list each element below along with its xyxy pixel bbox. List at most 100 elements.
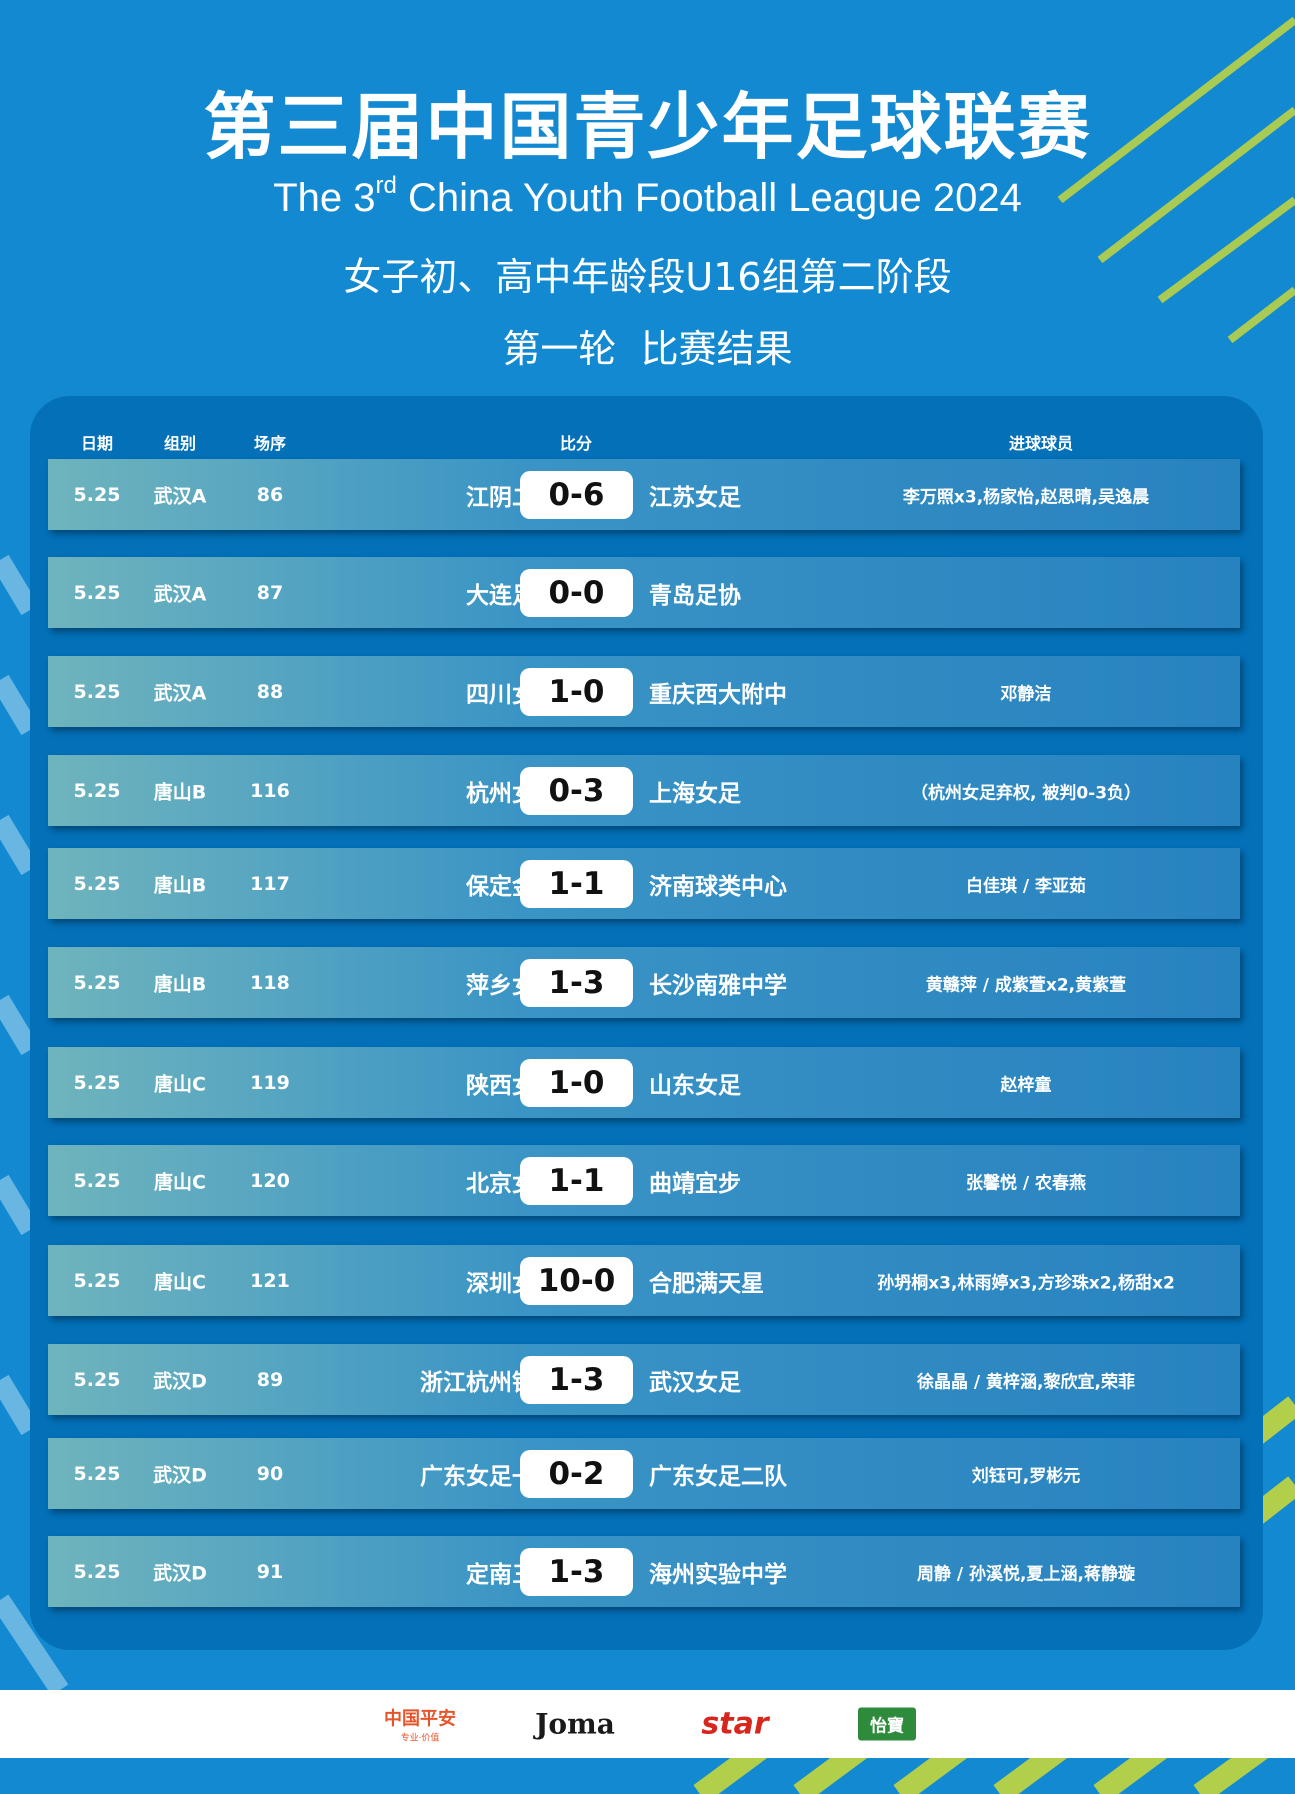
match-group: 武汉D xyxy=(153,1464,207,1486)
sponsor-joma-logo: Joma xyxy=(535,1707,615,1741)
title-en-sup: rd xyxy=(375,172,397,199)
scorers: 张馨悦 / 农春燕 xyxy=(965,1173,1087,1193)
scorers: 徐晶晶 / 黄梓涵,黎欣宜,荣菲 xyxy=(917,1372,1135,1392)
match-row: 5.25 武汉D 89 浙江杭州银行 1-3 武汉女足 徐晶晶 / 黄梓涵,黎欣… xyxy=(48,1344,1240,1415)
match-group: 唐山B xyxy=(153,781,207,803)
score-box: 10-0 xyxy=(520,1256,633,1305)
scorers: 刘钰可,罗彬元 xyxy=(971,1466,1081,1486)
sponsor-yibao-logo: 怡寶 xyxy=(858,1707,916,1741)
match-row: 5.25 唐山B 118 萍乡女足 1-3 长沙南雅中学 黄赣萍 / 成紫萱x2… xyxy=(48,947,1240,1018)
score-box: 1-0 xyxy=(520,667,633,716)
round-title: 第一轮 比赛结果 xyxy=(502,327,793,371)
away-team: 广东女足二队 xyxy=(649,1463,787,1490)
score-box: 1-3 xyxy=(520,1355,633,1404)
match-row: 5.25 唐山B 117 保定金瑞 1-1 济南球类中心 白佳琪 / 李亚茹 xyxy=(48,848,1240,919)
match-no: 118 xyxy=(250,971,290,994)
match-group: 唐山C xyxy=(154,1171,206,1193)
away-team: 济南球类中心 xyxy=(649,873,787,900)
match-group: 武汉A xyxy=(153,583,207,605)
match-date: 5.25 xyxy=(73,1368,121,1391)
match-row: 5.25 唐山B 116 杭州女足 0-3 上海女足 （杭州女足弃权, 被判0-… xyxy=(48,755,1240,826)
match-no: 119 xyxy=(250,1071,290,1094)
header-group: 组别 xyxy=(163,434,197,453)
title-en-post: China Youth Football League 2024 xyxy=(396,176,1022,220)
scorers: 周静 / 孙溪悦,夏上涵,蒋静璇 xyxy=(917,1564,1135,1584)
match-date: 5.25 xyxy=(73,779,121,802)
match-no: 89 xyxy=(256,1368,284,1391)
sponsor-bar: 中国平安 专业·价值 Joma star 怡寶 xyxy=(0,1690,1295,1758)
match-no: 88 xyxy=(256,680,284,703)
away-team: 海州实验中学 xyxy=(649,1561,787,1588)
score-box: 0-2 xyxy=(520,1449,633,1498)
away-team: 山东女足 xyxy=(649,1072,741,1099)
scorers: 李万照x3,杨家怡,赵思晴,吴逸晨 xyxy=(902,487,1150,507)
match-no: 90 xyxy=(256,1462,284,1485)
match-row: 5.25 武汉A 87 大连足校 0-0 青岛足协 xyxy=(48,557,1240,628)
title-en: The 3rd China Youth Football League 2024 xyxy=(0,172,1295,221)
match-row: 5.25 唐山C 121 深圳女足 10-0 合肥满天星 孙坍桐x3,林雨婷x3… xyxy=(48,1245,1240,1316)
match-group: 唐山C xyxy=(154,1073,206,1095)
header-match-no: 场序 xyxy=(253,434,287,453)
score-box: 1-3 xyxy=(520,958,633,1007)
away-team: 江苏女足 xyxy=(649,484,741,511)
score-box: 0-6 xyxy=(520,470,633,519)
match-group: 武汉A xyxy=(153,485,207,507)
match-date: 5.25 xyxy=(73,872,121,895)
scorers: 孙坍桐x3,林雨婷x3,方珍珠x2,杨甜x2 xyxy=(877,1273,1175,1293)
sponsor-star-logo: star xyxy=(701,1706,769,1742)
title-en-pre: The 3 xyxy=(273,176,376,220)
match-date: 5.25 xyxy=(73,1462,121,1485)
score-box: 1-1 xyxy=(520,1156,633,1205)
match-date: 5.25 xyxy=(73,680,121,703)
away-team: 青岛足协 xyxy=(649,582,741,609)
match-no: 117 xyxy=(250,872,290,895)
match-date: 5.25 xyxy=(73,1560,121,1583)
match-no: 86 xyxy=(256,483,284,506)
match-group: 武汉A xyxy=(153,682,207,704)
match-group: 武汉D xyxy=(153,1562,207,1584)
match-date: 5.25 xyxy=(73,1169,121,1192)
match-group: 武汉D xyxy=(153,1370,207,1392)
match-no: 121 xyxy=(250,1269,290,1292)
away-team: 重庆西大附中 xyxy=(649,681,787,708)
match-row: 5.25 武汉D 90 广东女足一队 0-2 广东女足二队 刘钰可,罗彬元 xyxy=(48,1438,1240,1509)
match-date: 5.25 xyxy=(73,971,121,994)
score-box: 1-3 xyxy=(520,1547,633,1596)
match-no: 91 xyxy=(256,1560,284,1583)
header-scorers: 进球球员 xyxy=(1008,434,1074,453)
match-row: 5.25 唐山C 120 北京女足 1-1 曲靖宜步 张馨悦 / 农春燕 xyxy=(48,1145,1240,1216)
scorers: 邓静洁 xyxy=(1000,684,1052,704)
match-group: 唐山B xyxy=(153,874,207,896)
match-group: 唐山B xyxy=(153,973,207,995)
score-box: 1-1 xyxy=(520,859,633,908)
away-team: 上海女足 xyxy=(649,780,741,807)
match-row: 5.25 武汉A 86 江阴二中 0-6 江苏女足 李万照x3,杨家怡,赵思晴,… xyxy=(48,459,1240,530)
header-score: 比分 xyxy=(559,434,593,453)
away-team: 武汉女足 xyxy=(649,1369,741,1396)
score-box: 0-0 xyxy=(520,568,633,617)
match-no: 120 xyxy=(250,1169,290,1192)
match-group: 唐山C xyxy=(154,1271,206,1293)
scorers: （杭州女足弃权, 被判0-3负） xyxy=(910,783,1142,803)
match-date: 5.25 xyxy=(73,581,121,604)
score-box: 1-0 xyxy=(520,1058,633,1107)
title-cn: 第三届中国青少年足球联赛 xyxy=(203,85,1092,169)
away-team: 合肥满天星 xyxy=(649,1270,764,1297)
match-row: 5.25 武汉A 88 四川女足 1-0 重庆西大附中 邓静洁 xyxy=(48,656,1240,727)
scorers: 赵梓童 xyxy=(1000,1075,1052,1095)
away-team: 长沙南雅中学 xyxy=(649,972,787,999)
match-row: 5.25 唐山C 119 陕西女足 1-0 山东女足 赵梓童 xyxy=(48,1047,1240,1118)
match-no: 87 xyxy=(256,581,284,604)
score-box: 0-3 xyxy=(520,766,633,815)
match-row: 5.25 武汉D 91 定南三中 1-3 海州实验中学 周静 / 孙溪悦,夏上涵… xyxy=(48,1536,1240,1607)
subtitle: 女子初、高中年龄段U16组第二阶段 xyxy=(343,255,952,299)
match-date: 5.25 xyxy=(73,1071,121,1094)
sponsor-pingan-logo: 中国平安 专业·价值 xyxy=(384,1708,456,1744)
scorers: 黄赣萍 / 成紫萱x2,黄紫萱 xyxy=(925,975,1127,995)
match-no: 116 xyxy=(250,779,290,802)
scorers: 白佳琪 / 李亚茹 xyxy=(965,876,1087,896)
match-date: 5.25 xyxy=(73,483,121,506)
match-date: 5.25 xyxy=(73,1269,121,1292)
away-team: 曲靖宜步 xyxy=(649,1170,741,1197)
header-date: 日期 xyxy=(80,434,114,453)
